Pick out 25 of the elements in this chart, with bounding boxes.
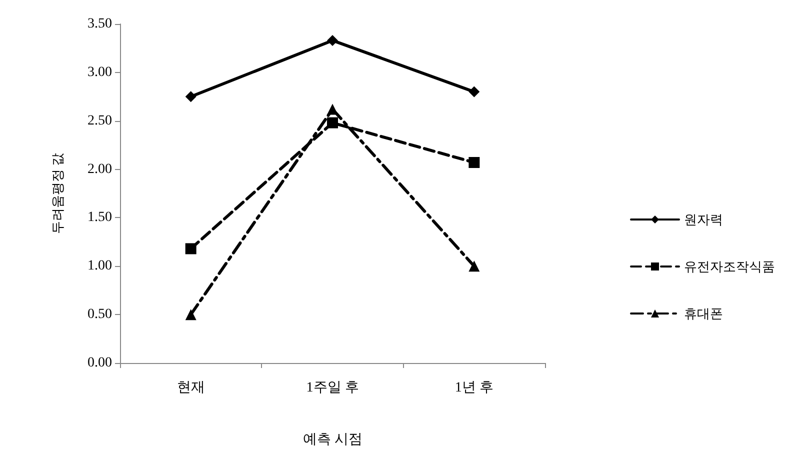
point: [327, 104, 338, 115]
point: [468, 260, 480, 272]
point: [185, 243, 196, 254]
point: [468, 157, 480, 168]
x-tick-label: 1년 후: [454, 380, 494, 396]
y-tick-label: 1.00: [88, 258, 112, 274]
x-tick-label: 1주일 후: [306, 380, 359, 396]
y-axis-title: 두려움평정 값: [50, 152, 65, 234]
y-tick-label: 3.50: [88, 16, 112, 32]
point: [468, 86, 480, 98]
point: [327, 34, 338, 46]
point: [185, 309, 196, 320]
y-tick-label: 3.00: [88, 64, 112, 80]
y-tick-label: 1.50: [88, 210, 112, 226]
x-tick-label: 현재: [176, 380, 205, 396]
y-tick-label: 0.00: [88, 356, 112, 370]
legend-label: 유전자조작식품: [684, 259, 775, 274]
y-tick-label: 2.00: [88, 162, 112, 177]
y-tick-label: 2.50: [88, 113, 112, 128]
point: [185, 91, 196, 102]
legend-label: 휴대폰: [684, 306, 723, 321]
point: [327, 117, 338, 128]
legend-label: 원자력: [684, 212, 723, 227]
x-axis-title: 예측 시점: [302, 432, 362, 448]
y-tick-label: 0.50: [88, 307, 112, 322]
